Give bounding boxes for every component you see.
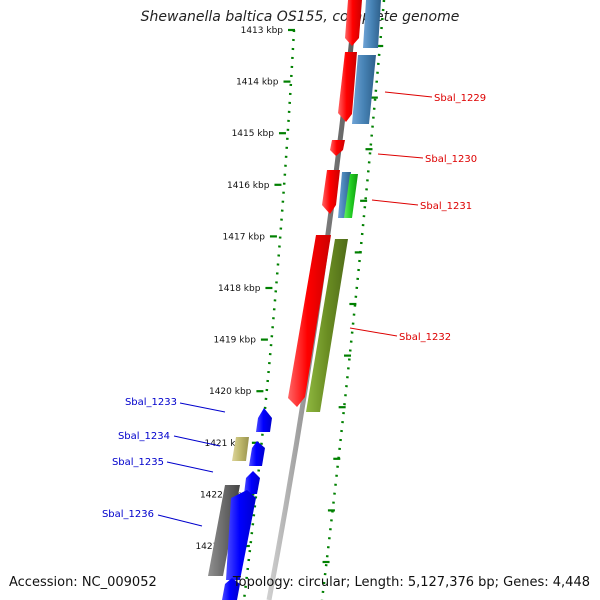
gene-arrow-1234[interactable] — [249, 441, 265, 466]
feature-steelblue-2[interactable] — [352, 55, 376, 124]
feature-olive[interactable] — [306, 239, 348, 412]
gene-label-sbal_1230[interactable]: Sbal_1230 — [425, 154, 477, 165]
ruler-tick-label: 1415 kbp — [232, 129, 275, 139]
gene-label-leader-line — [349, 327, 398, 337]
gene-label-leader-line — [179, 402, 226, 413]
gene-label-leader-line — [377, 153, 424, 159]
gene-label-sbal_1231[interactable]: Sbal_1231 — [420, 201, 472, 212]
ruler-tick-label: 1422 kbp — [200, 490, 243, 500]
gene-label-sbal_1236[interactable]: Sbal_1236 — [102, 509, 154, 520]
gene-labels: Sbal_1229 Sbal_1230 Sbal_1231 Sbal_1232 Sbal… — [102, 93, 486, 520]
gene-label-sbal_1232[interactable]: Sbal_1232 — [399, 332, 451, 343]
gene-label-sbal_1234[interactable]: Sbal_1234 — [118, 431, 170, 442]
gene-arrow-1228[interactable] — [345, 0, 362, 46]
genome-summary-text: Topology: circular; Length: 5,127,376 bp… — [232, 575, 590, 590]
gene-arrow-1235[interactable] — [244, 471, 260, 494]
feature-green[interactable] — [344, 174, 358, 218]
ruler-tick-label: 1416 kbp — [227, 181, 270, 191]
gene-arrow-1236[interactable] — [226, 490, 256, 580]
feature-khaki[interactable] — [232, 437, 249, 461]
gene-label-leader-line — [371, 199, 419, 206]
gene-label-leader-line — [166, 461, 214, 473]
feature-steelblue-1[interactable] — [363, 0, 381, 48]
ruler-dotted-line-right — [320, 0, 386, 600]
gene-label-leader-line — [384, 91, 433, 98]
ruler-tick-label: 1413 kbp — [241, 26, 284, 36]
gene-label-sbal_1235[interactable]: Sbal_1235 — [112, 457, 164, 468]
accession-text: Accession: NC_009052 — [9, 575, 157, 590]
gene-arrow-1231[interactable] — [322, 170, 340, 214]
ruler-tick-label: 1420 kbp — [209, 387, 252, 397]
gene-label-leader-line — [173, 435, 221, 447]
ruler-tick-label: 1417 kbp — [223, 232, 266, 242]
ruler-tick-label: 1418 kbp — [218, 284, 261, 294]
gene-arrow-1233[interactable] — [256, 408, 272, 432]
ruler-tick-label: 1419 kbp — [214, 336, 257, 346]
gene-arrow-1232[interactable] — [288, 235, 331, 407]
ruler-dotted-line-left — [242, 29, 296, 600]
gene-arrow-1230[interactable] — [330, 140, 345, 156]
gene-arrow-1237[interactable] — [222, 578, 240, 600]
gene-label-sbal_1233[interactable]: Sbal_1233 — [125, 397, 177, 408]
gene-label-leader-line — [157, 514, 203, 527]
gene-label-sbal_1229[interactable]: Sbal_1229 — [434, 93, 486, 104]
gene-arrow-1229[interactable] — [338, 52, 357, 122]
ruler-tick-label: 1414 kbp — [236, 78, 279, 88]
ruler-tick-label: 1421 kbp — [204, 439, 247, 449]
gene-label-leaders — [157, 91, 433, 527]
